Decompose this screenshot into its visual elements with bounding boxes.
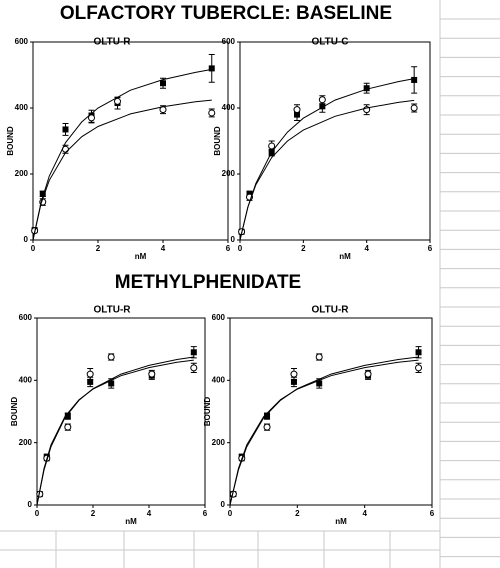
x-tick-label: 0 <box>238 244 243 253</box>
data-point <box>39 190 46 197</box>
chart-title: OLTU-R <box>93 305 131 316</box>
y-tick-label: 0 <box>28 500 33 509</box>
fit-curve <box>32 99 212 241</box>
x-tick-label: 2 <box>301 244 306 253</box>
data-point <box>148 370 156 378</box>
data-point <box>318 96 326 104</box>
data-point <box>88 114 95 122</box>
y-tick-label: 200 <box>212 438 226 447</box>
x-tick-label: 2 <box>295 509 300 518</box>
data-point <box>62 126 69 133</box>
data-point <box>64 423 72 431</box>
data-point <box>315 353 323 361</box>
fit-curve <box>239 99 415 241</box>
x-tick-label: 4 <box>362 509 367 518</box>
y-axis-label: BOUND <box>213 126 222 156</box>
data-point <box>293 106 301 114</box>
y-tick-label: 200 <box>19 438 33 447</box>
x-tick-label: 2 <box>96 244 101 253</box>
y-axis-label: BOUND <box>203 397 212 427</box>
data-point <box>410 104 418 112</box>
data-point <box>190 364 198 372</box>
y-tick-label: 600 <box>15 37 29 46</box>
data-point <box>268 142 276 150</box>
y-axis-label: BOUND <box>6 126 15 156</box>
x-tick-label: 2 <box>91 509 96 518</box>
x-tick-label: 0 <box>35 509 40 518</box>
y-tick-label: 400 <box>15 103 29 112</box>
x-tick-label: 6 <box>203 509 208 518</box>
data-point <box>208 65 215 72</box>
x-axis-label: nM <box>135 252 147 261</box>
data-point <box>363 85 370 92</box>
data-point <box>415 349 422 356</box>
chart-title: OLTU-R <box>93 37 131 48</box>
data-point <box>263 423 271 431</box>
chart: OLTU-R nM BOUND 0 2 4 6 0 200 400 600 <box>203 305 435 526</box>
data-point <box>316 380 323 387</box>
y-tick-label: 600 <box>19 313 33 322</box>
y-tick-label: 200 <box>222 169 236 178</box>
data-point <box>290 378 297 385</box>
x-tick-label: 4 <box>147 509 152 518</box>
y-tick-label: 600 <box>212 313 226 322</box>
fit-curve <box>32 68 212 241</box>
y-tick-label: 0 <box>231 235 236 244</box>
x-axis-label: nM <box>125 517 137 526</box>
x-tick-label: 6 <box>226 244 231 253</box>
data-point <box>415 364 423 372</box>
chart-title: OLTU-R <box>311 305 349 316</box>
heading: OLFACTORY TUBERCLE: BASELINE <box>60 3 392 24</box>
x-axis-label: nM <box>339 252 351 261</box>
y-tick-label: 0 <box>221 500 226 509</box>
chart: OLTU-R nM BOUND 0 2 4 6 0 200 400 600 <box>10 305 208 526</box>
y-tick-label: 200 <box>15 169 29 178</box>
chart-title: OLTU-C <box>311 37 348 48</box>
fit-curve <box>229 359 419 506</box>
data-point <box>190 349 197 356</box>
plot-frame <box>32 41 229 241</box>
y-tick-label: 600 <box>222 37 236 46</box>
y-tick-label: 400 <box>212 375 226 384</box>
x-tick-label: 4 <box>364 244 369 253</box>
y-tick-label: 0 <box>24 235 29 244</box>
data-point <box>160 80 166 87</box>
data-point <box>411 76 418 83</box>
plot-frame <box>36 317 206 506</box>
x-tick-label: 0 <box>228 509 233 518</box>
x-axis-label: nM <box>335 517 347 526</box>
y-axis-label: BOUND <box>10 397 19 427</box>
data-point <box>290 370 298 378</box>
plot-frame <box>239 41 431 241</box>
fit-curve <box>36 359 194 506</box>
x-tick-label: 4 <box>161 244 166 253</box>
y-tick-label: 400 <box>19 375 33 384</box>
plot-frame <box>229 317 433 506</box>
y-tick-label: 400 <box>222 103 236 112</box>
data-point <box>86 370 94 378</box>
data-point <box>319 103 326 110</box>
x-tick-label: 6 <box>430 509 435 518</box>
x-tick-label: 6 <box>428 244 433 253</box>
data-point <box>108 380 115 387</box>
data-point <box>107 353 115 361</box>
data-point <box>114 97 121 105</box>
heading: METHYLPHENIDATE <box>115 272 301 293</box>
data-point <box>264 413 271 420</box>
data-point <box>87 378 94 385</box>
data-point <box>208 109 216 117</box>
data-point <box>364 370 372 378</box>
x-tick-label: 0 <box>31 244 36 253</box>
chart: OLTU-R nM BOUND 0 2 4 6 0 200 400 600 <box>6 37 231 261</box>
data-point <box>64 413 71 420</box>
